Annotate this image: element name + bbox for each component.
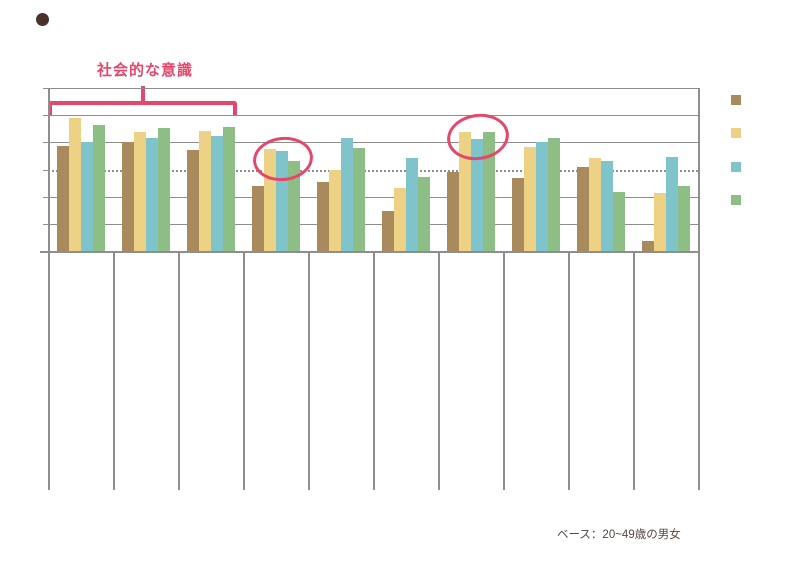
- bar-series-1-brown-cat1: [56, 146, 69, 251]
- category-bracket: [48, 86, 237, 115]
- bar-series-3-blue-cat1: [80, 141, 93, 251]
- bar-series-2-yellow-cat10: [653, 192, 666, 251]
- legend: [731, 95, 743, 225]
- bar-series-2-yellow-cat4: [263, 148, 276, 251]
- bar-series-4-green-cat7: [482, 131, 495, 251]
- plot-frame-line: [48, 88, 50, 490]
- bar-series-4-green-cat8: [547, 137, 560, 251]
- legend-swatch-series-2-yellow: [731, 128, 741, 139]
- y-axis-tick: [43, 115, 48, 117]
- footnote: ベース：20~49歳の男女 サンプルサイズ：USA n=836, TH n=82…: [557, 498, 770, 569]
- bar-series-3-blue-cat4: [275, 150, 288, 251]
- gridline: [48, 142, 698, 144]
- y-axis-tick: [43, 223, 48, 225]
- plot-area: [43, 88, 698, 252]
- bar-series-1-brown-cat2: [121, 142, 134, 251]
- legend-swatch-series-1-brown: [731, 95, 741, 105]
- bar-series-3-blue-cat3: [210, 136, 223, 251]
- footnote-line-base: ベース：20~49歳の男女: [557, 529, 681, 541]
- gridline: [48, 223, 698, 225]
- gridline-dotted: [48, 169, 698, 172]
- bar-series-2-yellow-cat5: [328, 169, 341, 251]
- bar-series-3-blue-cat6: [405, 157, 418, 251]
- category-separator: [438, 251, 440, 490]
- bar-series-1-brown-cat6: [381, 210, 394, 251]
- title-bullet-dot: [36, 13, 49, 26]
- category-separator: [243, 251, 245, 490]
- category-separator: [113, 251, 115, 490]
- category-separator: [633, 251, 635, 490]
- bar-series-2-yellow-cat2: [133, 132, 146, 251]
- y-axis-tick: [43, 88, 48, 89]
- bar-series-1-brown-cat5: [316, 181, 329, 251]
- x-axis-line: [40, 251, 698, 253]
- bar-series-3-blue-cat10: [665, 156, 678, 251]
- bar-series-4-green-cat3: [222, 126, 235, 251]
- legend-swatch-series-3-blue: [731, 161, 741, 172]
- legend-swatch-series-4-green: [731, 195, 741, 206]
- bar-series-2-yellow-cat9: [588, 157, 601, 251]
- y-axis-tick: [43, 169, 48, 171]
- bar-series-1-brown-cat4: [251, 185, 264, 251]
- bar-series-4-green-cat4: [287, 160, 300, 251]
- bar-series-2-yellow-cat6: [393, 187, 406, 251]
- category-separator: [568, 251, 570, 490]
- category-separator: [503, 251, 505, 490]
- bar-series-3-blue-cat7: [470, 138, 483, 251]
- bar-series-3-blue-cat5: [340, 137, 353, 251]
- y-axis-tick: [43, 196, 48, 198]
- bracket-label: 社会的な意識: [96, 62, 193, 79]
- bar-series-4-green-cat5: [352, 148, 365, 251]
- gridline: [48, 115, 698, 117]
- plot-frame-line: [698, 88, 700, 490]
- y-axis-tick: [43, 142, 48, 144]
- bracket-stem: [140, 86, 145, 105]
- bar-series-2-yellow-cat3: [198, 131, 211, 251]
- bar-series-4-green-cat9: [612, 191, 625, 251]
- category-separator: [308, 251, 310, 490]
- bar-series-3-blue-cat9: [600, 160, 613, 251]
- bar-series-4-green-cat6: [417, 176, 430, 251]
- category-separator: [373, 251, 375, 490]
- bar-series-1-brown-cat3: [186, 149, 199, 251]
- gridline: [48, 88, 698, 89]
- bar-series-1-brown-cat10: [641, 240, 654, 251]
- bar-series-2-yellow-cat7: [458, 131, 471, 251]
- bar-series-4-green-cat10: [677, 185, 690, 251]
- bar-series-3-blue-cat8: [535, 141, 548, 251]
- bar-series-1-brown-cat8: [511, 177, 524, 251]
- category-separator: [178, 251, 180, 490]
- bar-series-1-brown-cat7: [446, 171, 459, 251]
- bar-series-3-blue-cat2: [145, 137, 158, 251]
- gridline: [48, 196, 698, 198]
- bar-series-2-yellow-cat8: [523, 146, 536, 251]
- bar-series-4-green-cat1: [92, 125, 105, 251]
- bar-series-4-green-cat2: [157, 128, 170, 251]
- bar-series-1-brown-cat9: [576, 166, 589, 251]
- bar-series-2-yellow-cat1: [68, 117, 81, 251]
